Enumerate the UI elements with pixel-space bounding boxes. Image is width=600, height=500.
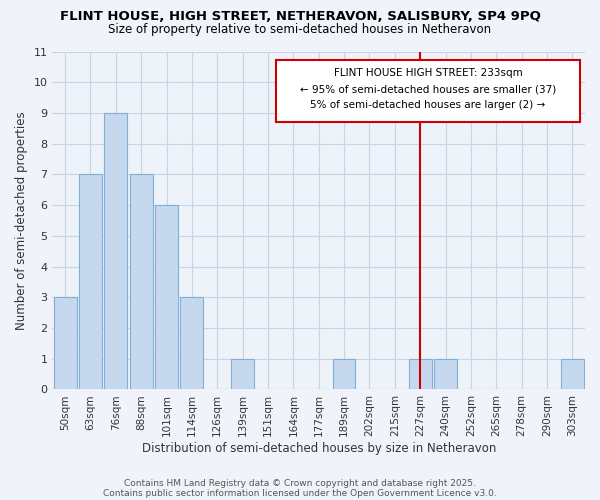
Bar (155, 205, 178, 390)
Text: FLINT HOUSE HIGH STREET: 233sqm: FLINT HOUSE HIGH STREET: 233sqm (334, 68, 522, 78)
FancyBboxPatch shape (276, 60, 580, 122)
Text: Contains public sector information licensed under the Open Government Licence v3: Contains public sector information licen… (103, 488, 497, 498)
Bar (181, 298, 203, 390)
Bar (409, 358, 431, 390)
Bar (130, 174, 152, 390)
X-axis label: Distribution of semi-detached houses by size in Netheravon: Distribution of semi-detached houses by … (142, 442, 496, 455)
Text: ← 95% of semi-detached houses are smaller (37): ← 95% of semi-detached houses are smalle… (300, 84, 556, 94)
Text: Size of property relative to semi-detached houses in Netheravon: Size of property relative to semi-detach… (109, 22, 491, 36)
Bar (79, 174, 102, 390)
Text: 5% of semi-detached houses are larger (2) →: 5% of semi-detached houses are larger (2… (310, 100, 545, 110)
Bar (332, 358, 355, 390)
Bar (104, 113, 127, 390)
Bar (231, 358, 254, 390)
Bar (53, 298, 77, 390)
Y-axis label: Number of semi-detached properties: Number of semi-detached properties (15, 111, 28, 330)
Bar (561, 358, 584, 390)
Text: FLINT HOUSE, HIGH STREET, NETHERAVON, SALISBURY, SP4 9PQ: FLINT HOUSE, HIGH STREET, NETHERAVON, SA… (59, 10, 541, 23)
Text: Contains HM Land Registry data © Crown copyright and database right 2025.: Contains HM Land Registry data © Crown c… (124, 478, 476, 488)
Bar (434, 358, 457, 390)
